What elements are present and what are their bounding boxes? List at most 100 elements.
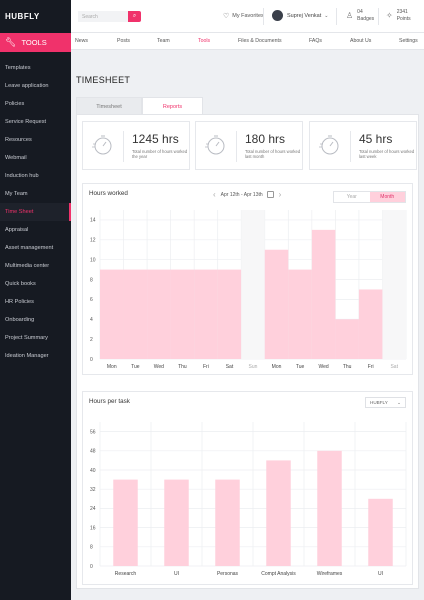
- badges-stat[interactable]: ♙ 04 Badges: [346, 9, 374, 22]
- points-icon: ✧: [386, 11, 393, 20]
- sidebar-item-appraisal[interactable]: Appraisal: [5, 227, 29, 233]
- subnav-tools[interactable]: Tools: [198, 38, 211, 44]
- bar[interactable]: [311, 229, 336, 359]
- user-menu[interactable]: Suprej Venkat ⌄: [272, 10, 328, 21]
- bar[interactable]: [164, 479, 189, 566]
- tab-timesheet[interactable]: Timesheet: [76, 97, 142, 115]
- sidebar-item-onboarding[interactable]: Onboarding: [5, 317, 35, 323]
- x-tick-label: Compt Analysis: [261, 571, 296, 577]
- bar[interactable]: [215, 479, 240, 566]
- y-tick-label: 32: [90, 487, 96, 493]
- bar[interactable]: [217, 269, 242, 359]
- app-logo[interactable]: HUBFLY: [5, 12, 40, 21]
- card-divider: [123, 131, 124, 162]
- bar[interactable]: [123, 269, 148, 359]
- bar[interactable]: [335, 319, 359, 359]
- subnav-bar: News Posts Team Tools Files & Documents FAQs A…: [71, 33, 424, 50]
- x-tick-label: Sat: [226, 364, 234, 370]
- toggle-year[interactable]: Year: [346, 194, 357, 200]
- card-divider: [236, 131, 237, 162]
- period-toggle: Year Month: [333, 191, 406, 203]
- page-title: TIMESHEET: [76, 75, 131, 85]
- x-tick-label: Fri: [368, 364, 374, 370]
- y-tick-label: 16: [90, 525, 96, 531]
- chevron-left-icon[interactable]: ‹: [213, 189, 216, 199]
- hours-worked-chart: 0 2 4 6 8 10 12 14 Mon Tue Wed Thu Fri Sat Sun Mon Tue We…: [90, 210, 407, 370]
- sidebar-item-induction-hub[interactable]: Induction hub: [5, 173, 39, 179]
- hours-per-task-panel: Hours per task HUBFLY ⌄ 0 8 16 24 32 40 48 56 Re…: [82, 391, 413, 585]
- avatar: [272, 10, 283, 21]
- date-range-label[interactable]: Apr 12th - Apr 13th: [220, 191, 263, 198]
- x-tick-label: Mon: [272, 364, 282, 370]
- search-input[interactable]: [78, 11, 128, 22]
- stat-value: 180 hrs: [245, 132, 286, 146]
- sidebar-item-hr-policies[interactable]: HR Policies: [5, 299, 34, 305]
- subnav-team[interactable]: Team: [157, 38, 170, 44]
- sidebar-item-project-summary[interactable]: Project Summary: [5, 335, 48, 341]
- x-tick-label: Thu: [343, 364, 352, 370]
- sidebar-item-my-team[interactable]: My Team: [5, 191, 28, 197]
- sidebar-item-webmail[interactable]: Webmail: [5, 155, 27, 161]
- bar[interactable]: [194, 269, 218, 359]
- sidebar-item-leave-application[interactable]: Leave application: [5, 83, 49, 89]
- hours-per-task-chart: 0 8 16 24 32 40 48 56 Research UI Personas Compt An…: [90, 422, 407, 577]
- sidebar-item-service-request[interactable]: Service Request: [5, 119, 47, 125]
- x-tick-label: Tue: [131, 364, 140, 370]
- project-dropdown[interactable]: HUBFLY ⌄: [365, 397, 406, 408]
- bar[interactable]: [266, 460, 291, 566]
- bar[interactable]: [147, 269, 171, 359]
- toggle-month[interactable]: Month: [369, 192, 405, 202]
- sidebar: HUBFLY 🔧︎ TOOLS Templates Leave applicati…: [0, 0, 71, 600]
- tab-reports[interactable]: Reports: [142, 97, 203, 115]
- sidebar-item-policies[interactable]: Policies: [5, 101, 25, 107]
- bar[interactable]: [317, 450, 342, 566]
- chevron-right-icon[interactable]: ›: [278, 189, 282, 199]
- sidebar-item-templates[interactable]: Templates: [5, 65, 31, 71]
- sidebar-item-time-sheet[interactable]: Time Sheet: [0, 203, 71, 221]
- y-tick-label: 6: [90, 297, 93, 303]
- bar[interactable]: [264, 249, 289, 359]
- subnav-about-us[interactable]: About Us: [350, 38, 372, 44]
- subnav-settings[interactable]: Settings: [399, 38, 418, 44]
- search-button[interactable]: ⌕: [128, 11, 141, 22]
- x-tick-label: Research: [115, 571, 137, 577]
- bar[interactable]: [113, 479, 138, 566]
- stat-value: 45 hrs: [359, 132, 393, 146]
- chevron-down-icon: ⌄: [324, 12, 329, 19]
- bar[interactable]: [358, 289, 383, 359]
- tools-header[interactable]: 🔧︎ TOOLS: [0, 33, 71, 52]
- bar[interactable]: [368, 498, 393, 566]
- search-icon: ⌕: [132, 13, 137, 19]
- stopwatch-icon: [92, 135, 112, 155]
- y-tick-label: 2: [90, 337, 93, 343]
- x-tick-label: Sun: [249, 364, 258, 370]
- y-tick-label: 4: [90, 317, 93, 323]
- sidebar-item-resources[interactable]: Resources: [5, 137, 32, 143]
- x-tick-label: Sat: [390, 364, 398, 370]
- x-tick-label: Mon: [107, 364, 117, 370]
- subnav-files-documents[interactable]: Files & Documents: [238, 38, 282, 44]
- calendar-icon[interactable]: [266, 191, 274, 198]
- sidebar-item-quick-books[interactable]: Quick books: [5, 281, 36, 287]
- points-stat[interactable]: ✧ 2341 Points: [386, 9, 411, 22]
- stat-card-year: 1245 hrs Total number of hours worked th…: [82, 121, 190, 170]
- sidebar-item-asset-management[interactable]: Asset management: [5, 245, 54, 251]
- subnav-faqs[interactable]: FAQs: [309, 38, 322, 44]
- subnav-posts[interactable]: Posts: [117, 38, 130, 44]
- bar[interactable]: [288, 269, 312, 359]
- favorites-link[interactable]: ♡ My Favorites: [223, 12, 264, 20]
- sidebar-item-ideation-manager[interactable]: Ideation Manager: [5, 353, 49, 359]
- user-name: Suprej Venkat: [287, 12, 322, 19]
- chevron-down-icon: ⌄: [397, 399, 401, 405]
- header-divider: [336, 8, 337, 25]
- tools-label: TOOLS: [21, 38, 47, 47]
- x-tick-label: UI: [174, 571, 179, 577]
- bar[interactable]: [100, 269, 124, 359]
- sidebar-item-multimedia-center[interactable]: Multimedia center: [5, 263, 50, 269]
- subnav-news[interactable]: News: [75, 38, 88, 44]
- y-tick-label: 48: [90, 449, 96, 455]
- header-divider: [378, 8, 379, 25]
- bar[interactable]: [170, 269, 195, 359]
- points-label: Points: [396, 15, 411, 22]
- stat-card-week: 45 hrs Total number of hours worked last…: [309, 121, 417, 170]
